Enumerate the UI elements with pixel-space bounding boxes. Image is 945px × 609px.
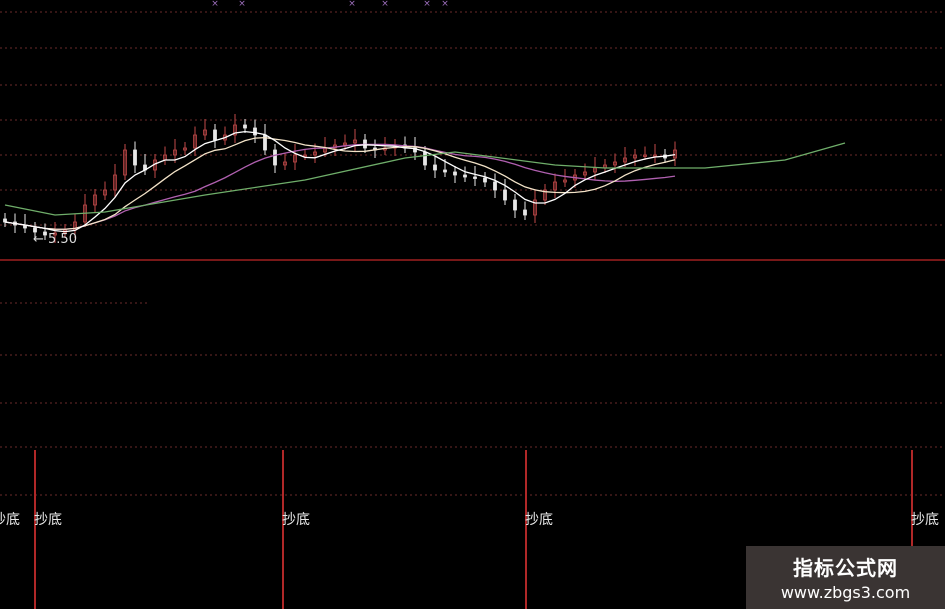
candle-body xyxy=(93,194,97,206)
candle-body xyxy=(123,149,127,176)
candle-body xyxy=(443,169,447,173)
candle-body xyxy=(103,189,107,196)
candle-body xyxy=(53,232,57,236)
candle-body xyxy=(433,164,437,171)
candle-body xyxy=(673,149,677,159)
candle-body xyxy=(213,129,217,141)
top-marker: × xyxy=(441,0,449,9)
candle-body xyxy=(533,199,537,216)
ma-purple-line xyxy=(4,143,676,230)
candle-body xyxy=(313,151,317,156)
candle-body xyxy=(243,124,247,129)
signal-label-1: 抄底 xyxy=(34,512,62,528)
top-marker: × xyxy=(348,0,356,9)
candle-body xyxy=(253,127,257,136)
candle-body xyxy=(623,157,627,163)
candle-body xyxy=(303,154,307,157)
candle-body xyxy=(633,154,637,159)
ma-short-line xyxy=(4,130,676,233)
candle-body xyxy=(483,177,487,183)
candle-body xyxy=(543,189,547,201)
watermark-url: www.zbgs3.com xyxy=(780,583,911,602)
signal-label-2: 抄底 xyxy=(282,512,310,528)
signal-label-partial: 抄底 xyxy=(0,512,20,528)
candle-body xyxy=(233,124,237,136)
top-marker: × xyxy=(211,0,219,9)
candle-body xyxy=(563,179,567,183)
candle-body xyxy=(43,231,47,236)
candle-body xyxy=(613,161,617,166)
candle-body xyxy=(283,161,287,166)
candle-body xyxy=(503,189,507,201)
signal-label-3: 抄底 xyxy=(525,512,553,528)
candle-body xyxy=(423,151,427,166)
top-marker: × xyxy=(238,0,246,9)
candle-body xyxy=(553,181,557,191)
candle-body xyxy=(453,171,457,176)
candle-body xyxy=(583,171,587,176)
candle-body xyxy=(33,227,37,233)
candle-body xyxy=(343,142,347,146)
ma-long-line xyxy=(4,142,846,216)
candle-body xyxy=(273,149,277,166)
candle-body xyxy=(353,139,357,144)
candle-body xyxy=(463,174,467,178)
candle-body xyxy=(133,149,137,166)
candle-body xyxy=(473,176,477,179)
low-price-annotation: ← 5.50 xyxy=(33,232,77,247)
low-price-value: 5.50 xyxy=(48,232,77,247)
top-marker: × xyxy=(423,0,431,9)
signal-label-4: 抄底 xyxy=(911,512,939,528)
candle-body xyxy=(523,209,527,216)
candle-body xyxy=(493,181,497,191)
candle-body xyxy=(293,154,297,163)
watermark: 指标公式网 www.zbgs3.com xyxy=(746,546,945,609)
candle-body xyxy=(173,149,177,156)
candle-body xyxy=(513,199,517,211)
candle-body xyxy=(203,129,207,136)
watermark-title: 指标公式网 xyxy=(793,556,898,580)
candle-body xyxy=(643,154,647,157)
top-marker: × xyxy=(381,0,389,9)
candle-body xyxy=(193,134,197,149)
candle-body xyxy=(113,174,117,191)
candle-body xyxy=(183,147,187,151)
